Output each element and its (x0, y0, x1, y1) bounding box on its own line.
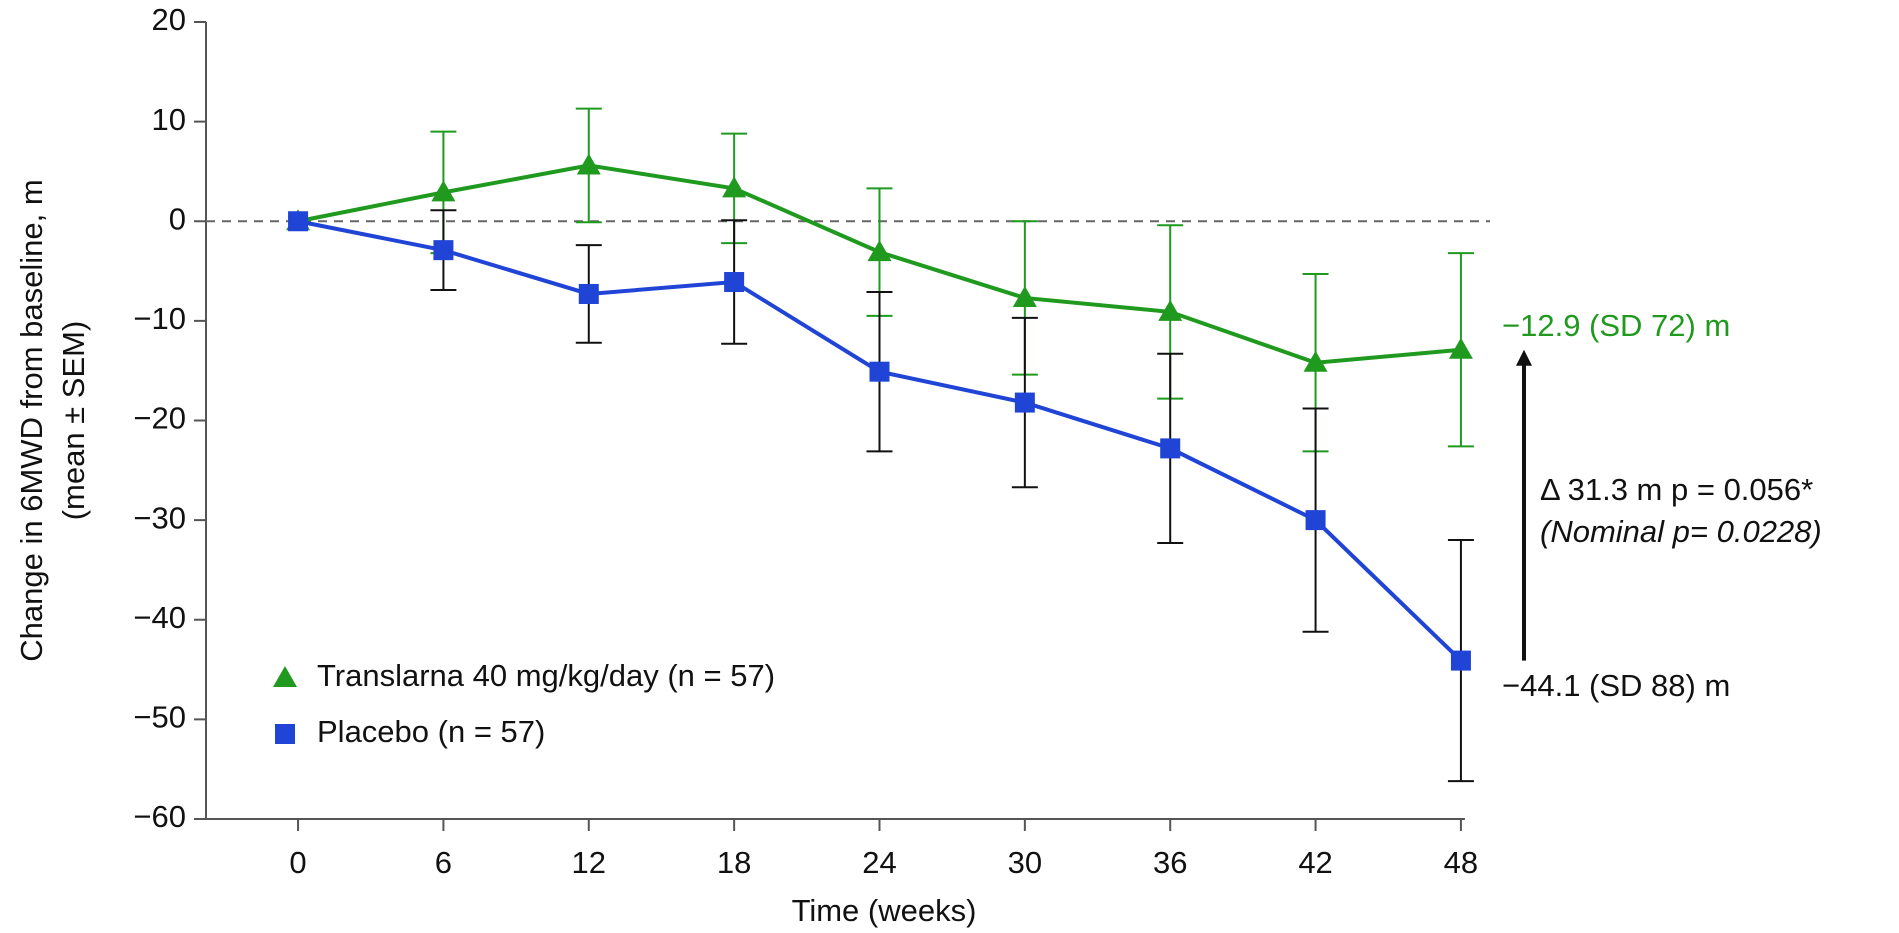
x-tick-label: 12 (572, 845, 606, 880)
legend-marker (275, 724, 295, 744)
marker (288, 211, 309, 232)
marker (722, 176, 747, 198)
marker (576, 153, 601, 175)
marker (1448, 337, 1473, 359)
y-tick-label: −10 (133, 301, 186, 336)
y-axis-label: Change in 6MWD from baseline, m (14, 179, 49, 661)
y-tick-label: −50 (133, 700, 186, 735)
x-tick-label: 24 (862, 845, 896, 880)
legend-label: Placebo (n = 57) (317, 714, 545, 749)
x-tick-label: 30 (1008, 845, 1042, 880)
y-tick-label: −60 (133, 799, 186, 834)
x-tick-label: 36 (1153, 845, 1187, 880)
x-tick-label: 42 (1298, 845, 1332, 880)
y-axis-label: (mean ± SEM) (56, 321, 91, 521)
annotation: Δ 31.3 m p = 0.056* (1540, 472, 1813, 507)
marker (724, 272, 745, 293)
marker (867, 240, 892, 262)
x-tick-label: 6 (435, 845, 452, 880)
x-tick-label: 48 (1444, 845, 1478, 880)
annotation: (Nominal p= 0.0228) (1540, 514, 1822, 549)
legend-marker (273, 666, 297, 687)
marker (431, 180, 456, 202)
y-tick-label: 20 (152, 2, 186, 37)
marker (1158, 299, 1183, 321)
x-tick-label: 18 (717, 845, 751, 880)
marker (1012, 285, 1037, 307)
y-tick-label: 0 (169, 201, 186, 236)
y-tick-label: −40 (133, 600, 186, 635)
annotation: −44.1 (SD 88) m (1502, 668, 1730, 703)
marker (1160, 438, 1181, 459)
marker (1450, 650, 1471, 671)
y-tick-label: −20 (133, 401, 186, 436)
legend-label: Translarna 40 mg/kg/day (n = 57) (317, 658, 775, 693)
y-tick-label: −30 (133, 500, 186, 535)
marker (1014, 392, 1035, 413)
arrow-head (1516, 349, 1532, 366)
x-axis-label: Time (weeks) (792, 893, 977, 928)
marker (1305, 510, 1326, 531)
x-tick-label: 0 (289, 845, 306, 880)
marker (433, 240, 454, 261)
marker (1303, 350, 1328, 372)
annotation: −12.9 (SD 72) m (1502, 308, 1730, 343)
marker (578, 283, 599, 304)
marker (869, 361, 890, 382)
y-tick-label: 10 (152, 102, 186, 137)
